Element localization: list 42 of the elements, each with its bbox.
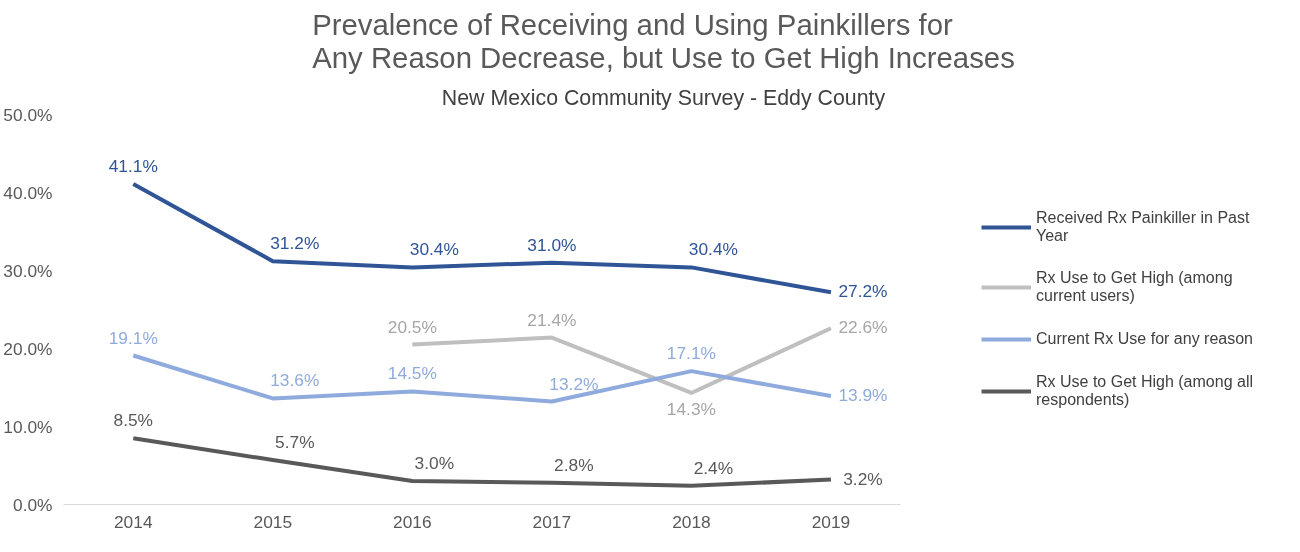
data-label: 3.2% [843,468,883,489]
chart-title: Prevalence of Receiving and Using Painkillers for Any Reason Decrease, but Use to Get High Increases [312,7,1015,74]
data-label: 41.1% [108,155,158,176]
y-tick-label: 50.0% [3,104,53,125]
data-label: 27.2% [838,281,888,302]
data-label: 20.5% [387,316,437,337]
data-label: 2.8% [554,454,594,475]
data-label: 13.2% [549,373,599,394]
y-tick-label: 40.0% [3,182,53,203]
y-tick-label: 30.0% [3,260,53,281]
data-label: 2.4% [693,457,734,478]
x-tick-label: 2018 [672,511,711,532]
data-label: 8.5% [113,410,154,431]
x-tick-label: 2014 [113,511,153,532]
legend-label: Rx Use to Get High (among all respondents) [1036,373,1253,409]
x-tick-label: 2015 [253,511,293,532]
data-label: 30.4% [688,239,738,260]
data-label: 14.5% [387,363,437,384]
data-label: 3.0% [414,453,455,474]
x-tick-label: 2016 [393,511,432,532]
data-label: 31.0% [527,234,577,255]
x-tick-label: 2019 [811,511,851,532]
data-label: 17.1% [666,343,716,364]
legend-label: Received Rx Painkiller in Past Year [1036,209,1250,245]
data-label: 19.1% [108,327,158,348]
data-label: 21.4% [527,309,577,330]
line-series [131,181,833,295]
data-label: 5.7% [275,432,315,453]
y-tick-label: 20.0% [3,338,53,359]
data-label: 13.6% [270,370,320,391]
line-series [131,436,833,488]
data-label: 31.2% [270,233,320,254]
legend-label: Current Rx Use for any reason [1036,330,1253,348]
data-label: 30.4% [409,239,459,260]
data-label: 13.9% [838,385,888,406]
chart-subtitle: New Mexico Community Survey - Eddy County [441,85,886,110]
x-tick-label: 2017 [532,511,572,532]
y-tick-label: 0.0% [13,494,53,515]
data-label: 22.6% [838,317,888,338]
y-tick-label: 10.0% [3,416,53,437]
legend-label: Rx Use to Get High (among current users) [1036,269,1233,305]
data-label: 14.3% [666,398,716,419]
